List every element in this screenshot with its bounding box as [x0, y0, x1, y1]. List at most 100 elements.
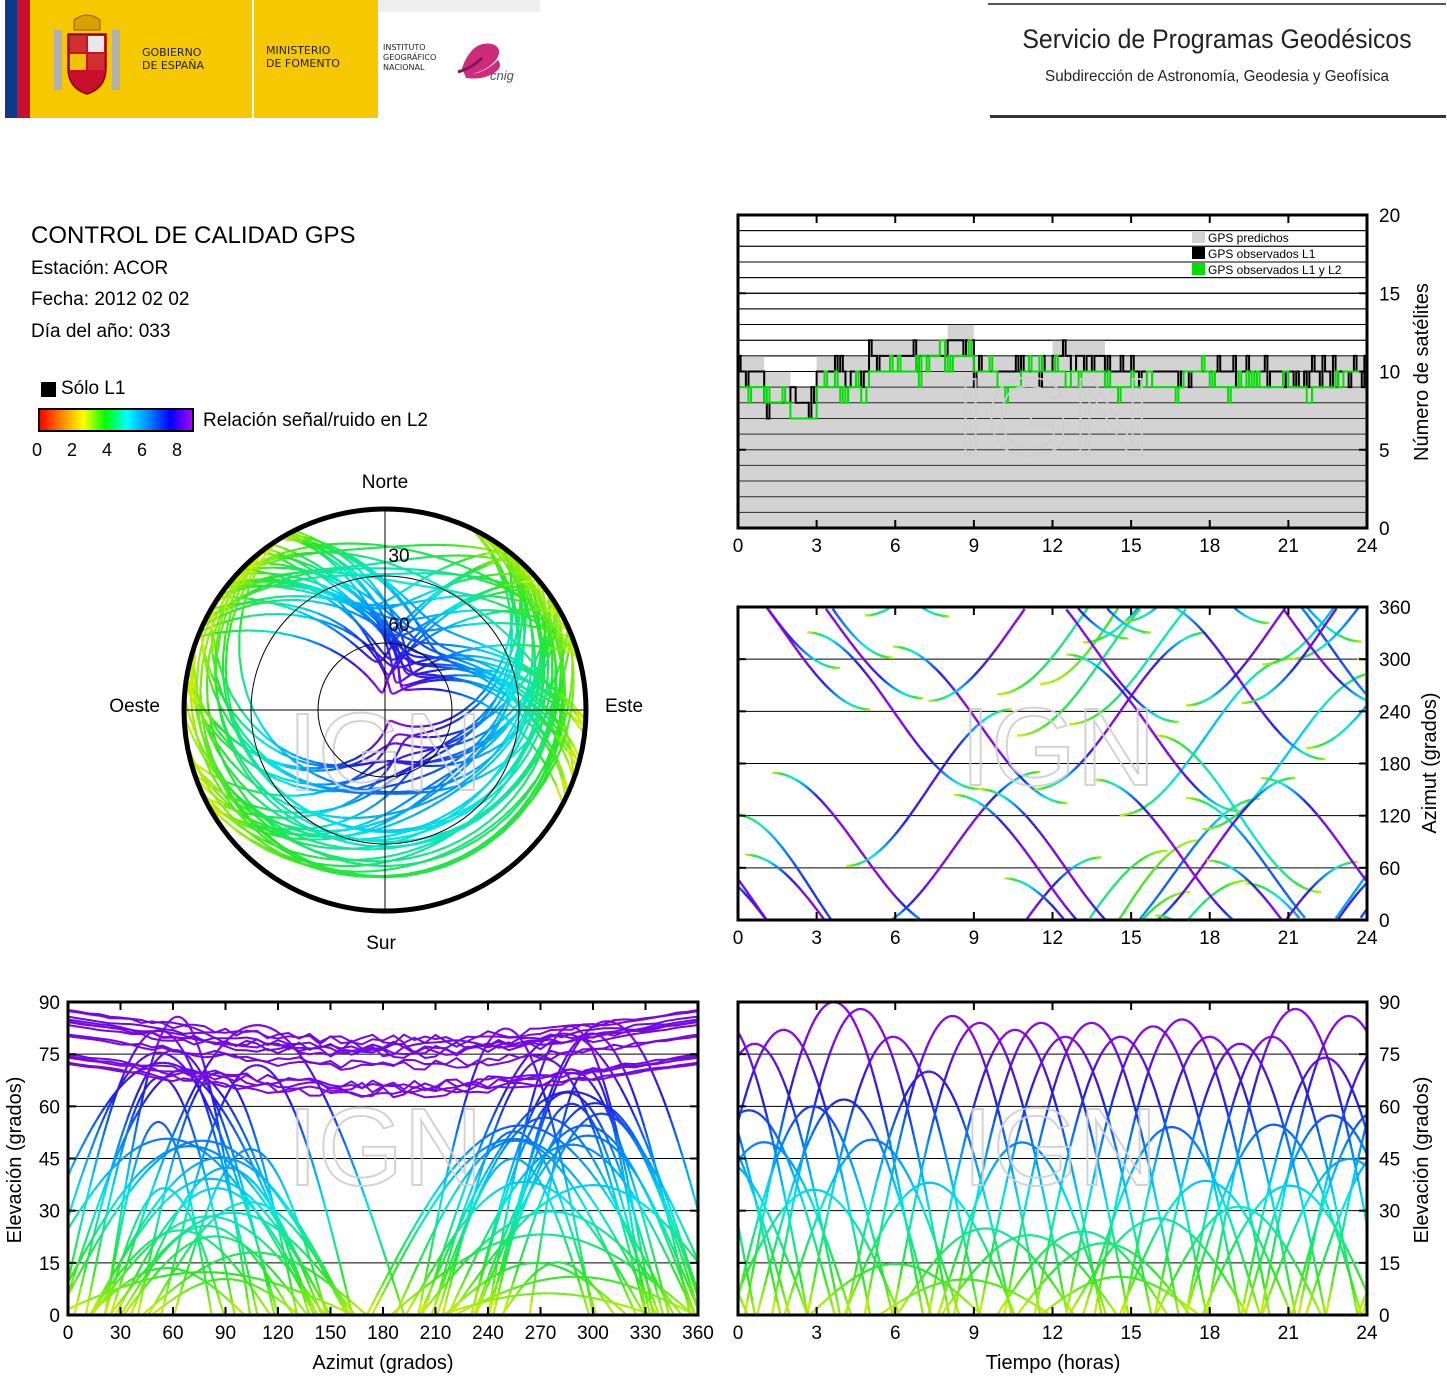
- azimuth-track-segment: [1166, 879, 1171, 884]
- azimuth-track-segment: [1035, 790, 1039, 794]
- x-tick-label: 9: [969, 928, 980, 949]
- azimuth-track-segment: [938, 768, 943, 773]
- azimuth-track-segment: [1019, 610, 1024, 616]
- azimuth-track-segment: [1051, 798, 1055, 802]
- skyplot-track-segment: [482, 579, 494, 585]
- azimuth-track-segment: [827, 686, 831, 691]
- azimuth-track-segment: [991, 651, 995, 656]
- azimuth-track-segment: [1134, 891, 1139, 896]
- azimuth-track-segment: [879, 610, 883, 614]
- azimuth-track-segment: [1057, 896, 1062, 901]
- azimuth-track-segment: [1382, 885, 1384, 888]
- azimuth-track-segment: [1186, 635, 1190, 639]
- azimuth-track-segment: [1359, 879, 1364, 884]
- azimuth-track-segment: [856, 638, 861, 643]
- azimuth-track-segment: [1337, 842, 1342, 847]
- azimuth-track-segment: [1307, 635, 1312, 640]
- azimuth-track-segment: [844, 700, 848, 704]
- azimuth-track-segment: [1303, 893, 1307, 898]
- azimuth-track-segment: [1109, 630, 1114, 635]
- skyplot-track-segment: [484, 831, 504, 847]
- azimuth-track-segment: [1096, 651, 1101, 656]
- azimuth-track-segment: [1180, 843, 1184, 847]
- azimuth-track-segment: [936, 613, 940, 617]
- skyplot-track-segment: [523, 767, 535, 785]
- azimuth-track-segment: [874, 851, 879, 855]
- skyplot-track-segment: [405, 668, 410, 672]
- azimuth-track-segment: [1296, 907, 1300, 912]
- azimuth-track-segment: [1106, 648, 1111, 653]
- azimuth-track-segment: [1341, 728, 1346, 733]
- azimuth-track-segment: [1286, 654, 1290, 658]
- azimuth-track-segment: [783, 872, 788, 876]
- azimuth-track-segment: [1008, 627, 1013, 632]
- skyplot-track-segment: [365, 803, 377, 812]
- azimuth-track-segment: [934, 612, 938, 616]
- skyplot-track-segment: [418, 794, 427, 803]
- azimuth-track-segment: [1441, 608, 1443, 610]
- azimuth-track-segment: [1142, 718, 1147, 723]
- azimuth-track-segment: [1102, 670, 1106, 674]
- azimuth-track-segment: [955, 745, 960, 750]
- x-tick-label: 21: [1278, 928, 1299, 949]
- azimuth-track-segment: [726, 864, 728, 866]
- azimuth-track-segment: [934, 764, 938, 768]
- azimuth-track-segment: [1252, 699, 1255, 703]
- azimuth-track-segment: [844, 649, 849, 654]
- azimuth-track-segment: [1167, 753, 1172, 758]
- skyplot-track-segment: [250, 793, 266, 807]
- azimuth-track-segment: [1057, 912, 1062, 916]
- azimuth-track-segment: [1023, 882, 1027, 886]
- azimuth-track-segment: [913, 651, 917, 655]
- azimuth-track-segment: [1121, 690, 1126, 695]
- azimuth-track-segment: [1023, 780, 1028, 784]
- azimuth-track-segment: [1047, 901, 1052, 906]
- azimuth-track-segment: [1047, 721, 1051, 725]
- azimuth-track-segment: [1382, 900, 1384, 902]
- azimuth-track-segment: [1430, 619, 1432, 621]
- azimuth-track-segment: [1098, 637, 1102, 641]
- azimuth-track-segment: [1186, 747, 1190, 752]
- azimuth-track-segment: [1128, 866, 1133, 870]
- ign-logo-area: [378, 0, 540, 118]
- azimuth-track-segment: [1245, 615, 1249, 619]
- azimuth-track-segment: [900, 902, 905, 907]
- azimuth-track-segment: [1238, 809, 1242, 814]
- azimuth-track-segment: [1286, 904, 1291, 909]
- azimuth-track-segment: [1286, 750, 1291, 755]
- skyplot-track-segment: [501, 740, 512, 752]
- azimuth-track-segment: [1152, 664, 1156, 669]
- series-observed-l1: [738, 339, 1367, 420]
- azimuth-track-segment: [1188, 849, 1193, 854]
- azimuth-track-segment: [1030, 858, 1035, 863]
- azimuth-track-segment: [1055, 678, 1059, 682]
- azimuth-track-segment: [857, 663, 862, 668]
- skyplot-track-segment: [312, 580, 326, 588]
- azimuth-track-segment: [1216, 717, 1220, 722]
- azimuth-track-segment: [872, 669, 877, 674]
- azimuth-track-segment: [812, 891, 817, 896]
- azimuth-track-segment: [1177, 845, 1181, 849]
- azimuth-track-segment: [1189, 879, 1194, 884]
- azimuth-track-segment: [1179, 892, 1184, 896]
- azimuth-track-segment: [1165, 835, 1170, 840]
- azimuth-track-segment: [1107, 703, 1112, 707]
- azimuth-track-segment: [707, 843, 709, 845]
- azimuth-track-segment: [1415, 825, 1417, 826]
- azimuth-track-segment: [902, 907, 907, 912]
- azimuth-track-segment: [1320, 659, 1324, 664]
- azimuth-track-segment: [1033, 905, 1038, 910]
- azimuth-track-segment: [922, 886, 927, 891]
- azimuth-track-segment: [1190, 870, 1195, 875]
- azimuth-track-segment: [1130, 811, 1134, 815]
- azimuth-track-segment: [1006, 782, 1010, 787]
- azimuth-track-segment: [1199, 799, 1202, 803]
- azimuth-track-segment: [852, 657, 856, 662]
- azimuth-track-segment: [1221, 909, 1226, 914]
- azimuth-track-segment: [1066, 702, 1070, 707]
- azimuth-track-segment: [1264, 898, 1269, 903]
- azimuth-track-segment: [1159, 639, 1164, 644]
- azimuth-track-segment: [1084, 634, 1089, 639]
- azimuth-track-segment: [1298, 748, 1302, 753]
- azimuth-track-segment: [1104, 630, 1108, 634]
